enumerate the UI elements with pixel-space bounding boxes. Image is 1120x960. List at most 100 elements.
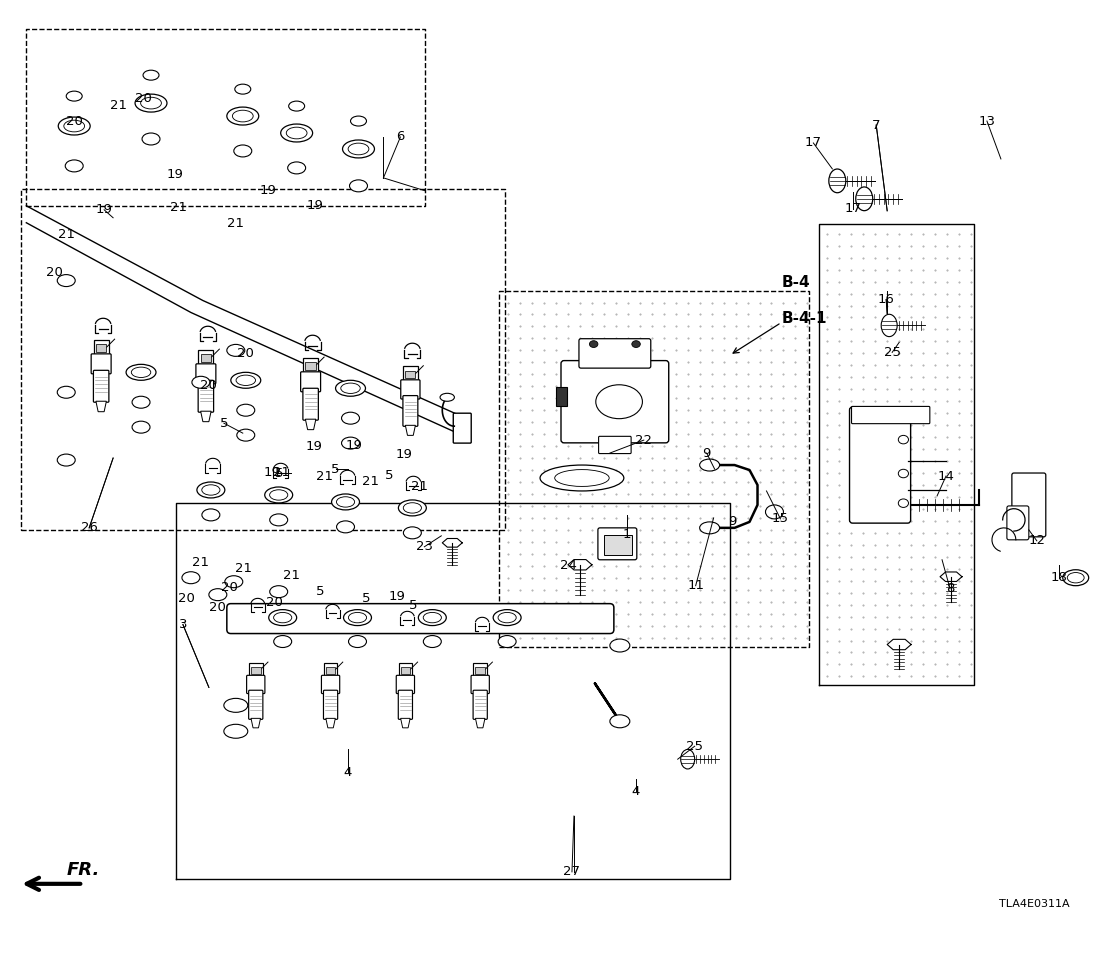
Ellipse shape [700,459,720,471]
Text: 18: 18 [1051,571,1067,585]
Ellipse shape [1067,572,1084,583]
FancyBboxPatch shape [324,662,337,678]
Ellipse shape [348,612,366,623]
Ellipse shape [610,715,629,728]
Polygon shape [887,639,912,650]
FancyBboxPatch shape [324,690,337,719]
FancyBboxPatch shape [91,354,111,373]
Ellipse shape [57,275,75,287]
Text: 5: 5 [332,463,339,475]
Ellipse shape [227,345,245,356]
Polygon shape [940,572,962,582]
Ellipse shape [234,145,252,156]
Ellipse shape [288,162,306,174]
Ellipse shape [1063,569,1089,586]
Ellipse shape [403,503,421,513]
Text: 19: 19 [167,168,184,181]
Ellipse shape [58,117,91,135]
Ellipse shape [898,436,908,444]
Ellipse shape [281,124,312,142]
Text: 21: 21 [411,480,428,493]
Ellipse shape [440,394,455,401]
Ellipse shape [236,429,254,441]
Ellipse shape [264,487,292,503]
FancyBboxPatch shape [851,406,930,423]
Polygon shape [442,539,463,547]
Ellipse shape [403,527,421,539]
Ellipse shape [498,612,516,623]
Ellipse shape [632,341,641,348]
Text: 15: 15 [772,513,788,525]
FancyBboxPatch shape [454,413,472,444]
FancyBboxPatch shape [850,407,911,523]
Ellipse shape [131,367,151,377]
Text: TLA4E0311A: TLA4E0311A [999,899,1070,909]
Ellipse shape [236,375,255,386]
Text: 4: 4 [344,766,352,779]
Ellipse shape [132,396,150,408]
Ellipse shape [132,421,150,433]
Ellipse shape [856,187,872,210]
Text: 7: 7 [872,118,880,132]
Text: 21: 21 [283,569,300,582]
Ellipse shape [136,94,167,112]
FancyBboxPatch shape [198,349,214,367]
Ellipse shape [765,505,784,519]
Ellipse shape [270,514,288,526]
Text: 20: 20 [66,114,83,128]
Polygon shape [405,425,416,436]
Ellipse shape [336,380,365,396]
Text: 20: 20 [46,266,63,279]
Text: FR.: FR. [66,861,100,878]
FancyBboxPatch shape [249,690,263,719]
Text: 3: 3 [179,618,187,631]
Ellipse shape [236,404,254,417]
Ellipse shape [270,586,288,598]
Polygon shape [251,718,261,728]
Text: 17: 17 [844,203,861,215]
Text: 22: 22 [635,434,652,446]
Text: 19: 19 [389,590,405,603]
Polygon shape [306,420,316,430]
Ellipse shape [881,314,897,337]
Ellipse shape [66,91,82,101]
Ellipse shape [493,610,521,626]
Ellipse shape [233,110,253,122]
Text: 9: 9 [728,516,737,528]
Polygon shape [401,718,410,728]
FancyBboxPatch shape [579,339,651,368]
Text: 19: 19 [345,439,362,451]
FancyBboxPatch shape [94,340,109,356]
FancyBboxPatch shape [198,380,214,412]
FancyBboxPatch shape [300,372,320,392]
Ellipse shape [681,750,694,769]
Ellipse shape [231,372,261,388]
Ellipse shape [65,160,83,172]
Ellipse shape [273,636,291,647]
Text: 20: 20 [237,347,254,360]
Text: 14: 14 [937,469,954,483]
Text: 21: 21 [235,563,252,575]
Text: 21: 21 [362,475,379,489]
Ellipse shape [540,465,624,491]
Text: 19: 19 [263,466,280,478]
FancyBboxPatch shape [598,528,637,560]
Ellipse shape [419,610,446,626]
Ellipse shape [351,116,366,126]
Ellipse shape [898,499,908,508]
FancyBboxPatch shape [249,662,262,678]
Ellipse shape [127,365,156,380]
Ellipse shape [348,636,366,647]
FancyBboxPatch shape [251,667,261,674]
Text: 9: 9 [702,446,711,460]
Ellipse shape [202,485,220,495]
Polygon shape [200,411,211,421]
FancyBboxPatch shape [1011,473,1046,537]
FancyBboxPatch shape [598,437,632,453]
Text: 5: 5 [316,586,325,598]
Text: 21: 21 [110,99,127,111]
Text: 17: 17 [805,136,822,150]
Ellipse shape [64,120,85,132]
Ellipse shape [554,469,609,487]
FancyBboxPatch shape [1007,506,1029,540]
